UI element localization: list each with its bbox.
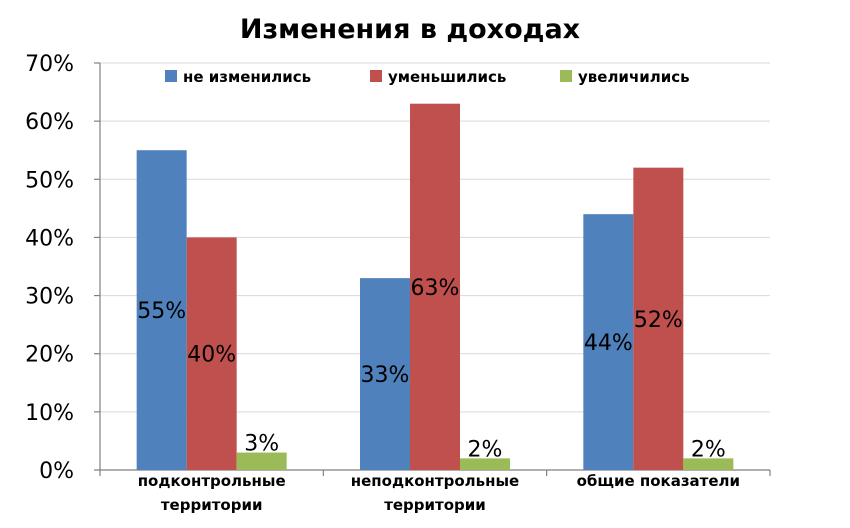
y-tick-label: 0% xyxy=(39,459,74,484)
data-label: 2% xyxy=(691,437,726,462)
x-tick-label: подконтрольные xyxy=(138,472,286,490)
data-label: 52% xyxy=(634,308,683,333)
legend-label: уменьшились xyxy=(388,68,506,86)
bar xyxy=(360,278,410,470)
legend-swatch xyxy=(560,70,572,82)
data-labels: 55%40% 3% 33% 63% 2% 44%52% 2% xyxy=(137,276,726,463)
legend-label: не изменились xyxy=(183,68,311,86)
legend-swatch xyxy=(165,70,177,82)
bar xyxy=(633,167,684,470)
y-tick-label: 70% xyxy=(25,52,74,77)
bar xyxy=(410,103,460,470)
chart-title: Изменения в доходах xyxy=(240,14,580,45)
y-tick-label: 20% xyxy=(25,343,74,368)
data-label: 40% xyxy=(187,343,236,368)
legend-entry: уменьшились xyxy=(370,68,506,86)
bar xyxy=(583,214,634,470)
data-label: 44% xyxy=(584,331,633,356)
bar xyxy=(136,150,187,470)
bar xyxy=(186,237,237,470)
data-label: 33% xyxy=(361,363,410,388)
y-tick-label: 60% xyxy=(25,110,74,135)
data-label: 2% xyxy=(468,437,503,462)
bar xyxy=(236,452,287,470)
bar xyxy=(460,458,510,470)
legend-swatch xyxy=(370,70,382,82)
legend: не изменились уменьшились увеличились xyxy=(165,68,690,86)
x-tick-label: неподконтрольные xyxy=(351,472,519,490)
y-tick-label: 40% xyxy=(25,226,74,251)
data-label: 55% xyxy=(137,299,186,324)
x-tick-label: общие показатели xyxy=(577,472,740,490)
legend-entry: увеличились xyxy=(560,68,690,86)
data-label: 3% xyxy=(244,432,279,457)
bars xyxy=(136,103,734,470)
y-tick-label: 10% xyxy=(25,401,74,426)
y-tick-label: 30% xyxy=(25,285,74,310)
bar xyxy=(683,458,734,470)
legend-entry: не изменились xyxy=(165,68,311,86)
data-label: 63% xyxy=(411,276,460,301)
legend-label: увеличились xyxy=(578,68,690,86)
y-tick-label: 50% xyxy=(25,168,74,193)
x-tick-label: территории xyxy=(384,496,486,514)
x-tick-label: территории xyxy=(161,496,263,514)
